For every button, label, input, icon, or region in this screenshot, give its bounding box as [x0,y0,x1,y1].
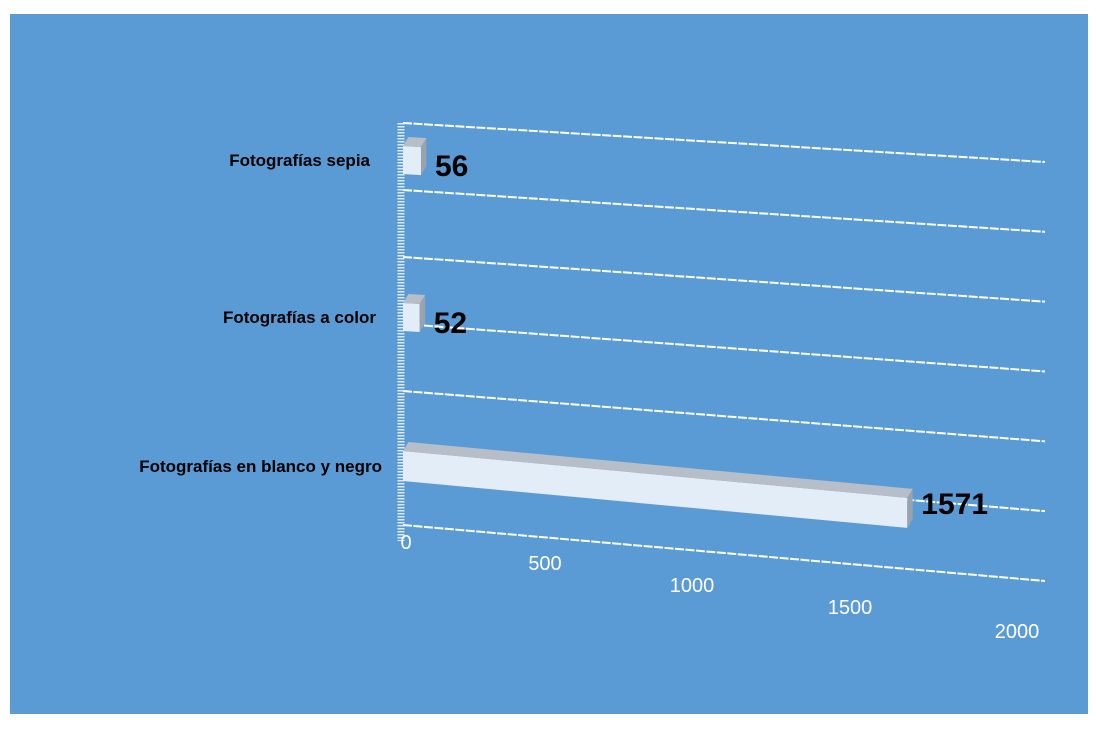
gridline [402,122,1046,163]
gridline [402,189,1046,233]
bar-1 [403,146,421,176]
data-label: 56 [435,150,468,183]
data-label: 1571 [921,488,988,521]
bar-3-top [403,442,913,498]
labels: Fotografías sepia 56 Fotografías a color 52… [139,150,1039,643]
bar-2-side [419,295,426,333]
category-label: Fotografías en blanco y negro [139,457,382,476]
chart-background [10,14,1088,714]
category-label: Fotografías a color [223,308,376,327]
tick-label: 2000 [995,621,1040,643]
tick-label: 1000 [670,575,715,597]
bar-3-side [907,488,913,528]
bars [403,137,913,528]
tick-label: 1500 [828,597,873,619]
bar-1-side [420,138,427,176]
gridline [402,256,1046,303]
gridline [402,524,1046,582]
category-label: Fotografías sepia [229,151,370,170]
tick-label: 0 [400,532,411,554]
tick-label: 500 [528,553,561,575]
bar-1-top [403,137,427,148]
bar-3 [403,451,908,528]
gridline [402,323,1046,373]
data-label: 52 [434,307,467,340]
bar-2 [403,303,420,333]
bar-2-top [403,294,426,305]
gridline [402,390,1046,443]
